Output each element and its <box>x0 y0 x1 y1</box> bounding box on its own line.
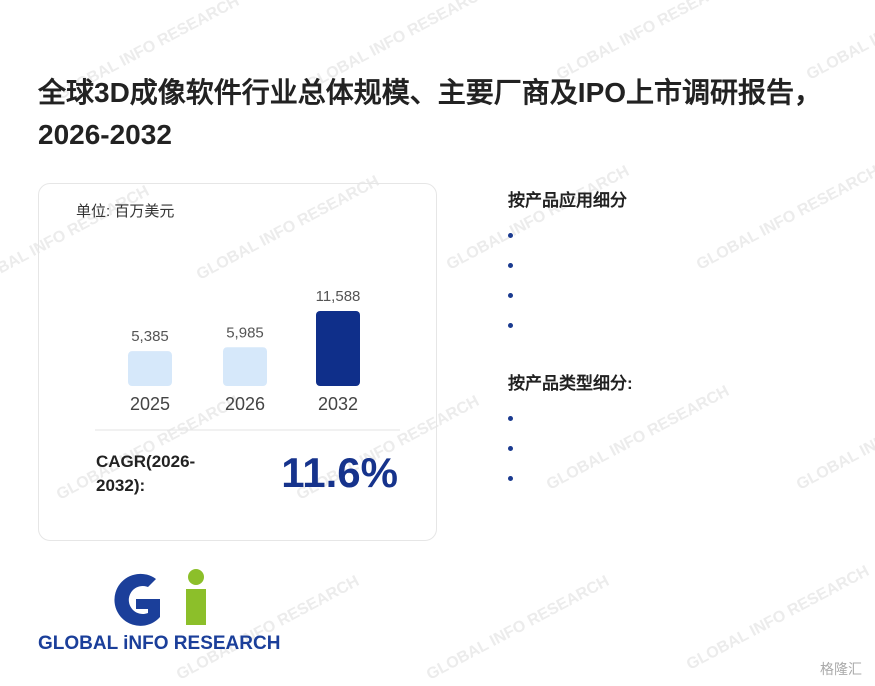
watermark: GLOBAL INFO RESEARCH <box>424 573 612 684</box>
bullet <box>508 323 513 328</box>
bullet <box>508 416 513 421</box>
value-label: 5,385 <box>131 328 169 345</box>
bullet <box>508 233 513 238</box>
logo-g <box>114 573 160 626</box>
logo-i <box>186 589 206 625</box>
logo: GLOBAL iNFO RESEARCH <box>38 569 280 654</box>
logo-i-dot <box>188 569 204 585</box>
category-label: 2032 <box>318 394 358 414</box>
watermark: GLOBAL INFO RESEARCH <box>684 563 872 674</box>
unit-label: 单位: 百万美元 <box>76 203 174 220</box>
category-label: 2026 <box>225 394 265 414</box>
bar <box>128 351 172 386</box>
chart: 单位: 百万美元 CAGR(2026-2032): 11.6% 5,385 202… <box>76 203 400 496</box>
report-title: 全球3D成像软件行业总体规模、主要厂商及IPO上市调研报告，2026-2032 <box>38 77 823 150</box>
watermark: GLOBAL INFO RESEARCH <box>694 163 875 274</box>
category-label: 2025 <box>130 394 170 414</box>
watermark: GLOBAL INFO RESEARCH <box>804 0 875 84</box>
cagr-label: CAGR(2026-2032): <box>96 452 195 495</box>
watermark: GLOBAL INFO RESEARCH <box>444 163 632 274</box>
cagr-value: 11.6% <box>281 449 398 496</box>
bullet <box>508 263 513 268</box>
logo-text: GLOBAL iNFO RESEARCH <box>38 633 280 654</box>
watermark: GLOBAL INFO RESEARCH <box>794 383 875 494</box>
watermark: GLOBAL INFO RESEARCH <box>544 383 732 494</box>
corner-mark: 格隆汇 <box>820 661 862 677</box>
bullet <box>508 293 513 298</box>
bullet <box>508 476 513 481</box>
segment-title: 按产品类型细分: <box>508 374 633 393</box>
watermark: GLOBAL INFO RESEARCH <box>554 0 742 84</box>
value-label: 5,985 <box>226 324 264 341</box>
bar <box>316 311 360 386</box>
segment-title: 按产品应用细分 <box>508 191 627 210</box>
bullet <box>508 446 513 451</box>
value-label: 11,588 <box>316 288 361 305</box>
bar <box>223 347 267 386</box>
chart-card <box>38 183 437 541</box>
